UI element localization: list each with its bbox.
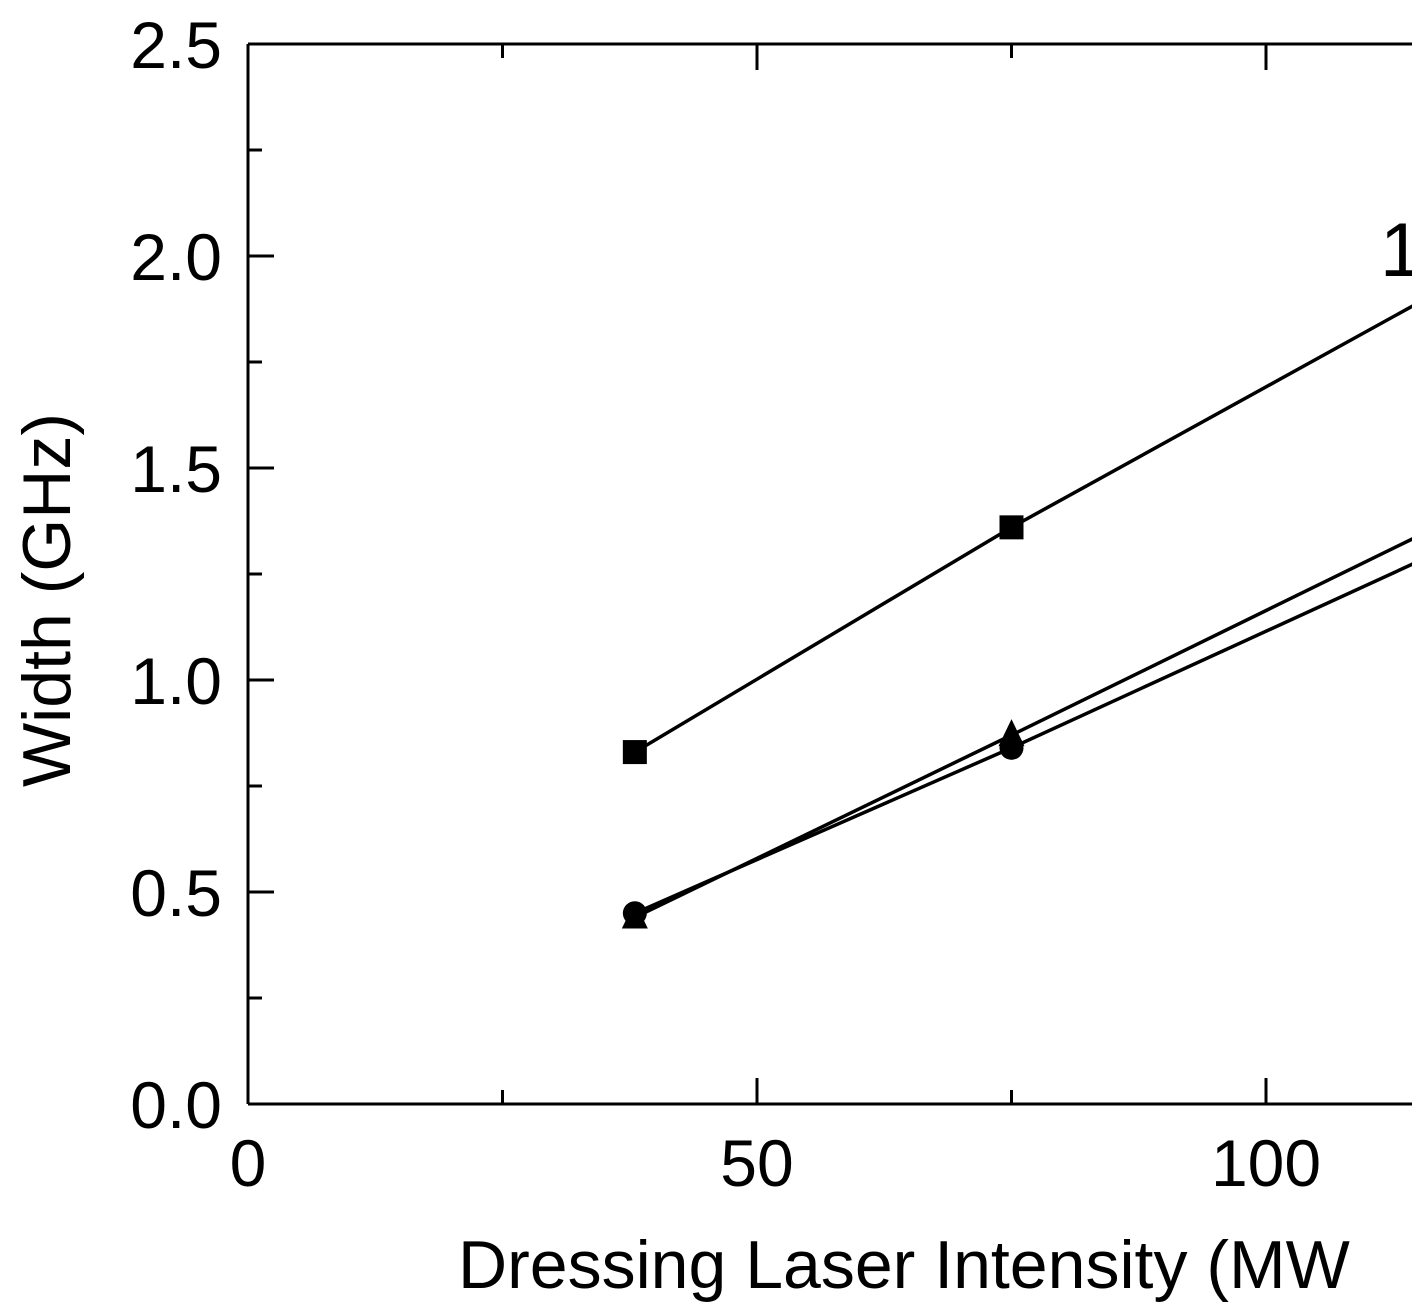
y-axis-title: Width (GHz) bbox=[9, 413, 85, 787]
square-marker bbox=[999, 515, 1024, 540]
series-annotation: 1 bbox=[1380, 208, 1412, 293]
plot-axes bbox=[246, 42, 1412, 1106]
tick-labels: 0 50 100 0.0 0.5 1.0 1.5 2.0 2.5 bbox=[130, 8, 1321, 1200]
square-marker bbox=[622, 740, 647, 765]
y-tick-label: 1.5 bbox=[130, 432, 222, 506]
y-tick-label: 0.0 bbox=[130, 1068, 222, 1142]
circle-marker bbox=[999, 735, 1024, 760]
circle-marker bbox=[622, 901, 647, 926]
x-tick-label: 100 bbox=[1211, 1126, 1321, 1200]
y-tick-label: 2.5 bbox=[130, 8, 222, 82]
series-line-circle bbox=[634, 562, 1412, 915]
y-tick-label: 2.0 bbox=[130, 220, 222, 294]
data-series bbox=[621, 304, 1412, 929]
y-tick-label: 0.5 bbox=[130, 856, 222, 930]
axis-ticks bbox=[248, 42, 1268, 1106]
y-tick-label: 1.0 bbox=[130, 644, 222, 718]
x-tick-label: 50 bbox=[720, 1126, 793, 1200]
x-axis-title: Dressing Laser Intensity (MW bbox=[458, 1227, 1350, 1303]
x-tick-label: 0 bbox=[230, 1126, 267, 1200]
